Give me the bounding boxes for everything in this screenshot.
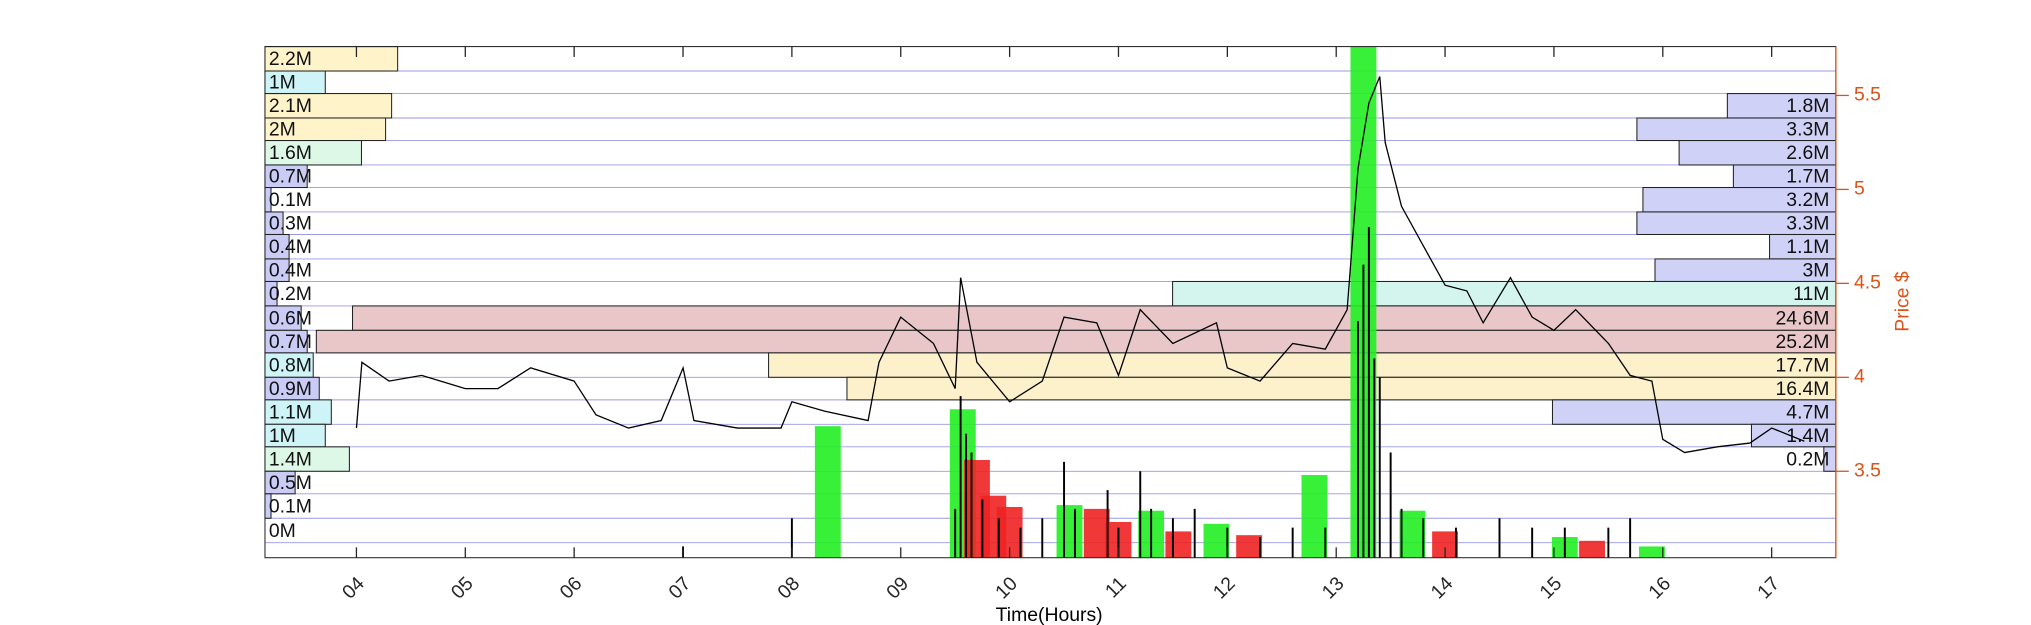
profile-label: 3.3M [1786, 213, 1829, 235]
profile-label: 25.2M [1776, 331, 1830, 353]
profile-label: 2.1M [269, 95, 312, 117]
profile-label: 0.2M [1786, 448, 1829, 470]
profile-bar [264, 93, 393, 119]
x-axis-label: Time(Hours) [996, 604, 1103, 625]
profile-label: 1.6M [269, 142, 312, 164]
profile-label: 17.7M [1776, 355, 1830, 377]
profile-label: 1M [269, 72, 296, 94]
profile-label: 0.8M [269, 355, 312, 377]
profile-bar [264, 140, 362, 166]
profile-label: 0.4M [269, 260, 312, 282]
profile-label: 1.4M [1786, 425, 1829, 447]
profile-bar [351, 305, 1837, 331]
profile-bar [1726, 93, 1837, 119]
profile-bar [264, 305, 302, 331]
profile-label: 16.4M [1776, 378, 1830, 400]
profile-label: 0.3M [269, 213, 312, 235]
profile-label: 0.7M [269, 166, 312, 188]
y2-tick-label: 5 [1854, 178, 1865, 200]
volume-bar [1579, 540, 1605, 558]
profile-label: 3.3M [1786, 119, 1829, 141]
y2-tick-label: 5.5 [1854, 84, 1881, 106]
profile-bar [264, 46, 399, 72]
volume-bar [1236, 535, 1263, 558]
profile-label: 4.7M [1786, 401, 1829, 423]
y2-tick-label: 3.5 [1854, 459, 1881, 481]
price-line [355, 76, 1805, 454]
volume-bar [1203, 523, 1230, 558]
profile-label: 0.7M [269, 331, 312, 353]
profile-bar [1551, 399, 1837, 425]
profile-label: 1.7M [1786, 166, 1829, 188]
y2-tick-label: 4.5 [1854, 271, 1881, 293]
profile-label: 1.1M [269, 401, 312, 423]
profile-label: 1.4M [269, 448, 312, 470]
profile-label: 2.2M [269, 48, 312, 70]
profile-label: 1M [269, 425, 296, 447]
profile-label: 3M [1802, 260, 1829, 282]
profile-label: 0.1M [269, 189, 312, 211]
volume-bar [1056, 505, 1083, 558]
profile-label: 0.4M [269, 236, 312, 258]
y2-axis-label: Price $ [1891, 271, 1913, 332]
volume-bar [1083, 508, 1110, 558]
profile-bar [846, 376, 1837, 401]
volume-bar [1638, 546, 1665, 558]
volume-bar [1301, 475, 1328, 558]
profile-label: 0.2M [269, 283, 312, 305]
profile-label: 3.2M [1786, 189, 1829, 211]
profile-label: 0M [269, 520, 296, 542]
profile-label: 0.6M [269, 308, 312, 330]
profile-label: 24.6M [1776, 308, 1830, 330]
volume-bar [814, 426, 841, 558]
profile-bar [1172, 280, 1837, 307]
profile-bar [264, 352, 314, 378]
volume-bar [1165, 531, 1192, 558]
profile-label: 0.5M [269, 472, 312, 494]
profile-label: 1.1M [1786, 236, 1829, 258]
profile-label: 2M [269, 119, 296, 141]
profile-bar [264, 446, 350, 472]
profile-bar [768, 352, 1837, 378]
profile-bar [264, 233, 290, 260]
profile-label: 0.9M [269, 378, 312, 400]
profile-bar [315, 329, 1837, 354]
profile-label: 2.6M [1786, 142, 1829, 164]
volume-bar [1399, 510, 1426, 558]
profile-label: 1.8M [1786, 95, 1829, 117]
profile-label: 11M [1793, 283, 1829, 305]
profile-label: 0.1M [269, 495, 312, 517]
y2-tick-label: 4 [1854, 365, 1865, 387]
